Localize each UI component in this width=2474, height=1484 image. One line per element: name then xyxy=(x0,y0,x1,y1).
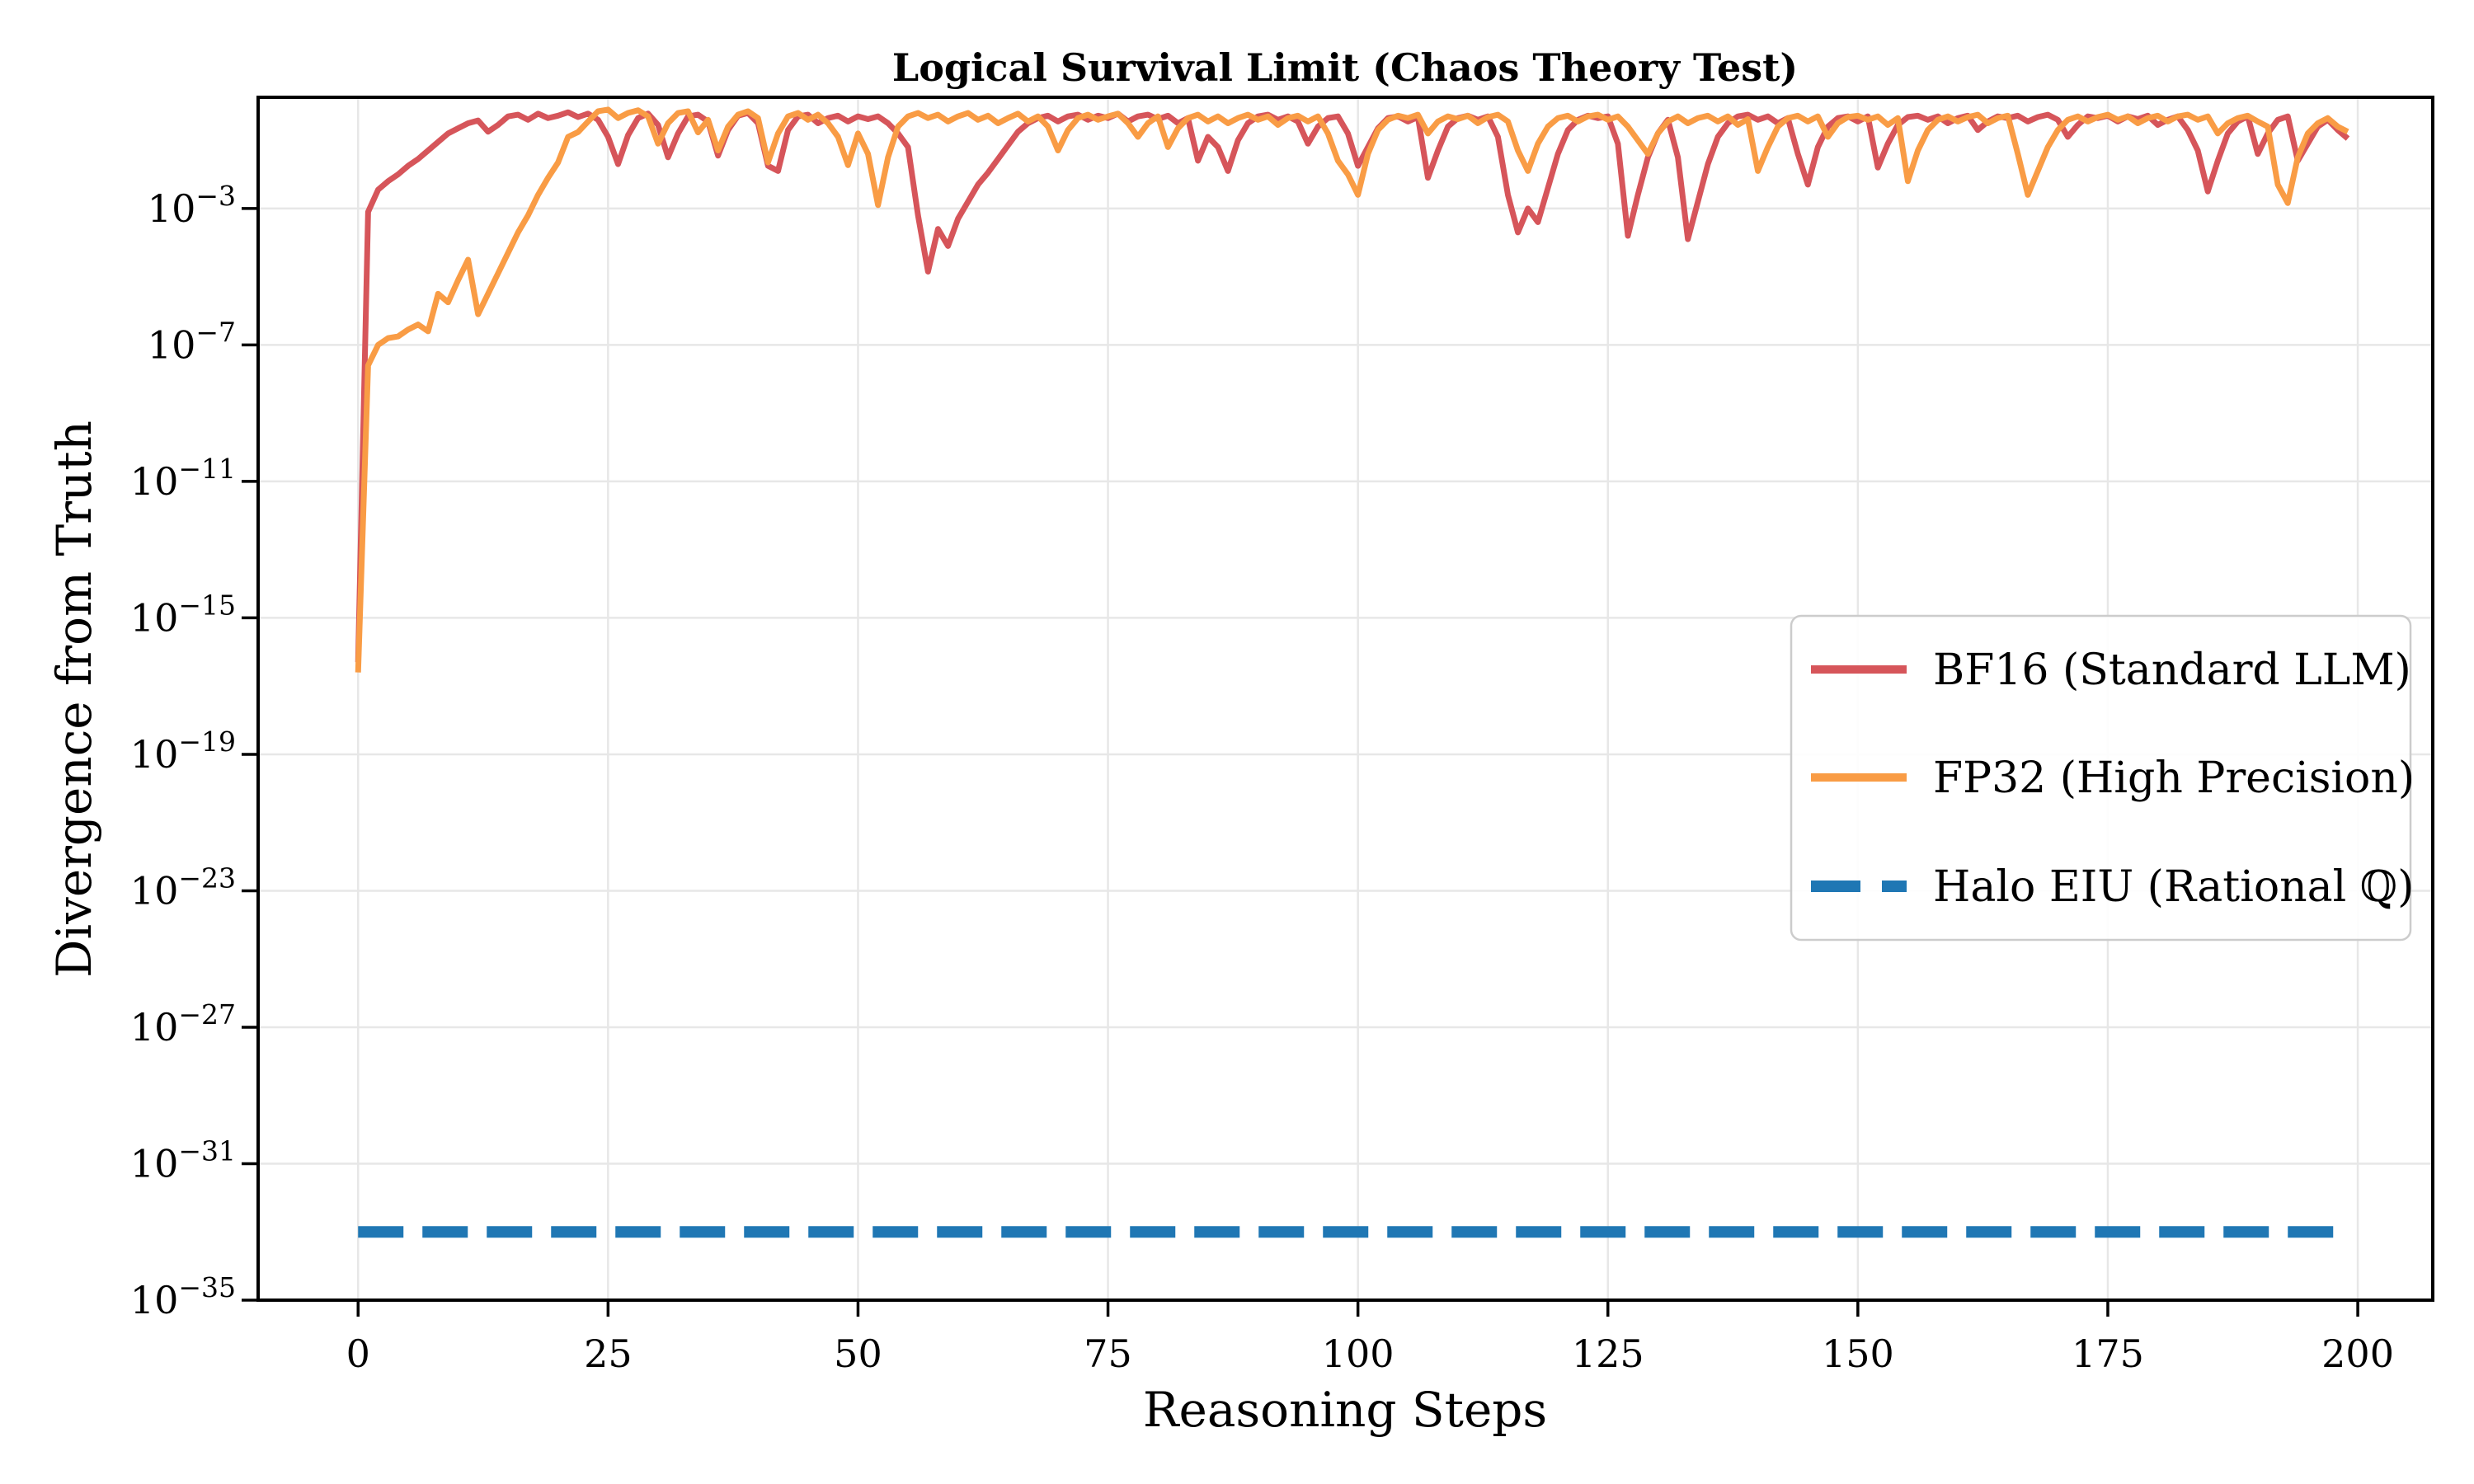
x-tick-label-175: 175 xyxy=(2072,1331,2144,1376)
chart-title: Logical Survival Limit (Chaos Theory Tes… xyxy=(892,45,1798,90)
series-line-1-fp32 xyxy=(355,106,2349,673)
plot-spines xyxy=(256,96,2434,1302)
x-axis-label: Reasoning Steps xyxy=(1143,1382,1547,1438)
x-tick-label-25: 25 xyxy=(584,1331,633,1376)
x-tick-label-50: 50 xyxy=(834,1331,882,1376)
x-tick-label-75: 75 xyxy=(1084,1331,1132,1376)
x-tick-label-150: 150 xyxy=(1822,1331,1894,1376)
legend-box xyxy=(1790,614,2412,942)
x-tick-label-100: 100 xyxy=(1322,1331,1395,1376)
legend-entry-fp32: FP32 (High Precision) xyxy=(1811,754,2415,803)
legend-label-fp32: FP32 (High Precision) xyxy=(1933,754,2415,803)
legend-label-bf16: BF16 (Standard LLM) xyxy=(1933,646,2411,695)
legend: BF16 (Standard LLM) FP32 (High Precision… xyxy=(1790,614,2415,942)
legend-label-halo-eiu: Halo EIU (Rational ℚ) xyxy=(1933,862,2414,912)
grid-layer xyxy=(258,97,2433,1302)
tick-layer: 0 25 50 75 100 125 150 175 20010−310−710−1110−15… xyxy=(130,180,2394,1376)
x-tick-label-200: 200 xyxy=(2321,1331,2394,1376)
x-tick-label-0: 0 xyxy=(346,1331,370,1376)
x-tick-label-125: 125 xyxy=(1572,1331,1644,1376)
series-layer xyxy=(355,106,2350,1238)
y-axis-label: Divergence from Truth xyxy=(46,420,102,978)
legend-entry-bf16: BF16 (Standard LLM) xyxy=(1811,646,2411,695)
legend-entry-halo-eiu: Halo EIU (Rational ℚ) xyxy=(1811,862,2414,912)
